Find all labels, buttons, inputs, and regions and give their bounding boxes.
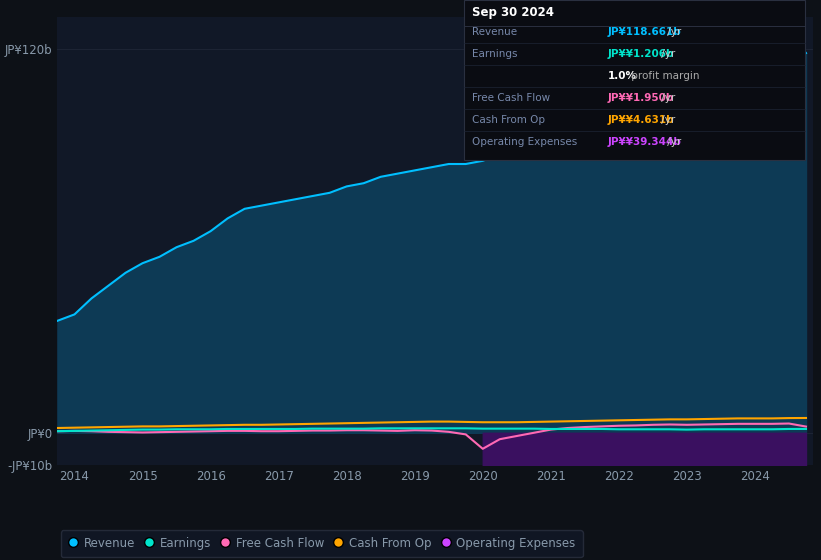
Text: JP¥¥4.631b: JP¥¥4.631b (608, 115, 674, 125)
Text: profit margin: profit margin (628, 71, 699, 81)
Text: /yr: /yr (663, 137, 681, 147)
Text: JP¥¥1.950b: JP¥¥1.950b (608, 93, 674, 103)
Text: Revenue: Revenue (472, 27, 517, 38)
Text: JP¥¥1.206b: JP¥¥1.206b (608, 49, 674, 59)
Text: /yr: /yr (658, 115, 676, 125)
Text: /yr: /yr (658, 49, 676, 59)
Text: Free Cash Flow: Free Cash Flow (472, 93, 550, 103)
Legend: Revenue, Earnings, Free Cash Flow, Cash From Op, Operating Expenses: Revenue, Earnings, Free Cash Flow, Cash … (61, 530, 583, 557)
Text: 1.0%: 1.0% (608, 71, 636, 81)
Text: JP¥¥39.344b: JP¥¥39.344b (608, 137, 681, 147)
Text: Sep 30 2024: Sep 30 2024 (472, 6, 554, 18)
Text: /yr: /yr (663, 27, 681, 38)
Text: Earnings: Earnings (472, 49, 517, 59)
Text: JP¥118.661b: JP¥118.661b (608, 27, 681, 38)
Text: /yr: /yr (658, 93, 676, 103)
Text: Operating Expenses: Operating Expenses (472, 137, 577, 147)
Text: Cash From Op: Cash From Op (472, 115, 545, 125)
